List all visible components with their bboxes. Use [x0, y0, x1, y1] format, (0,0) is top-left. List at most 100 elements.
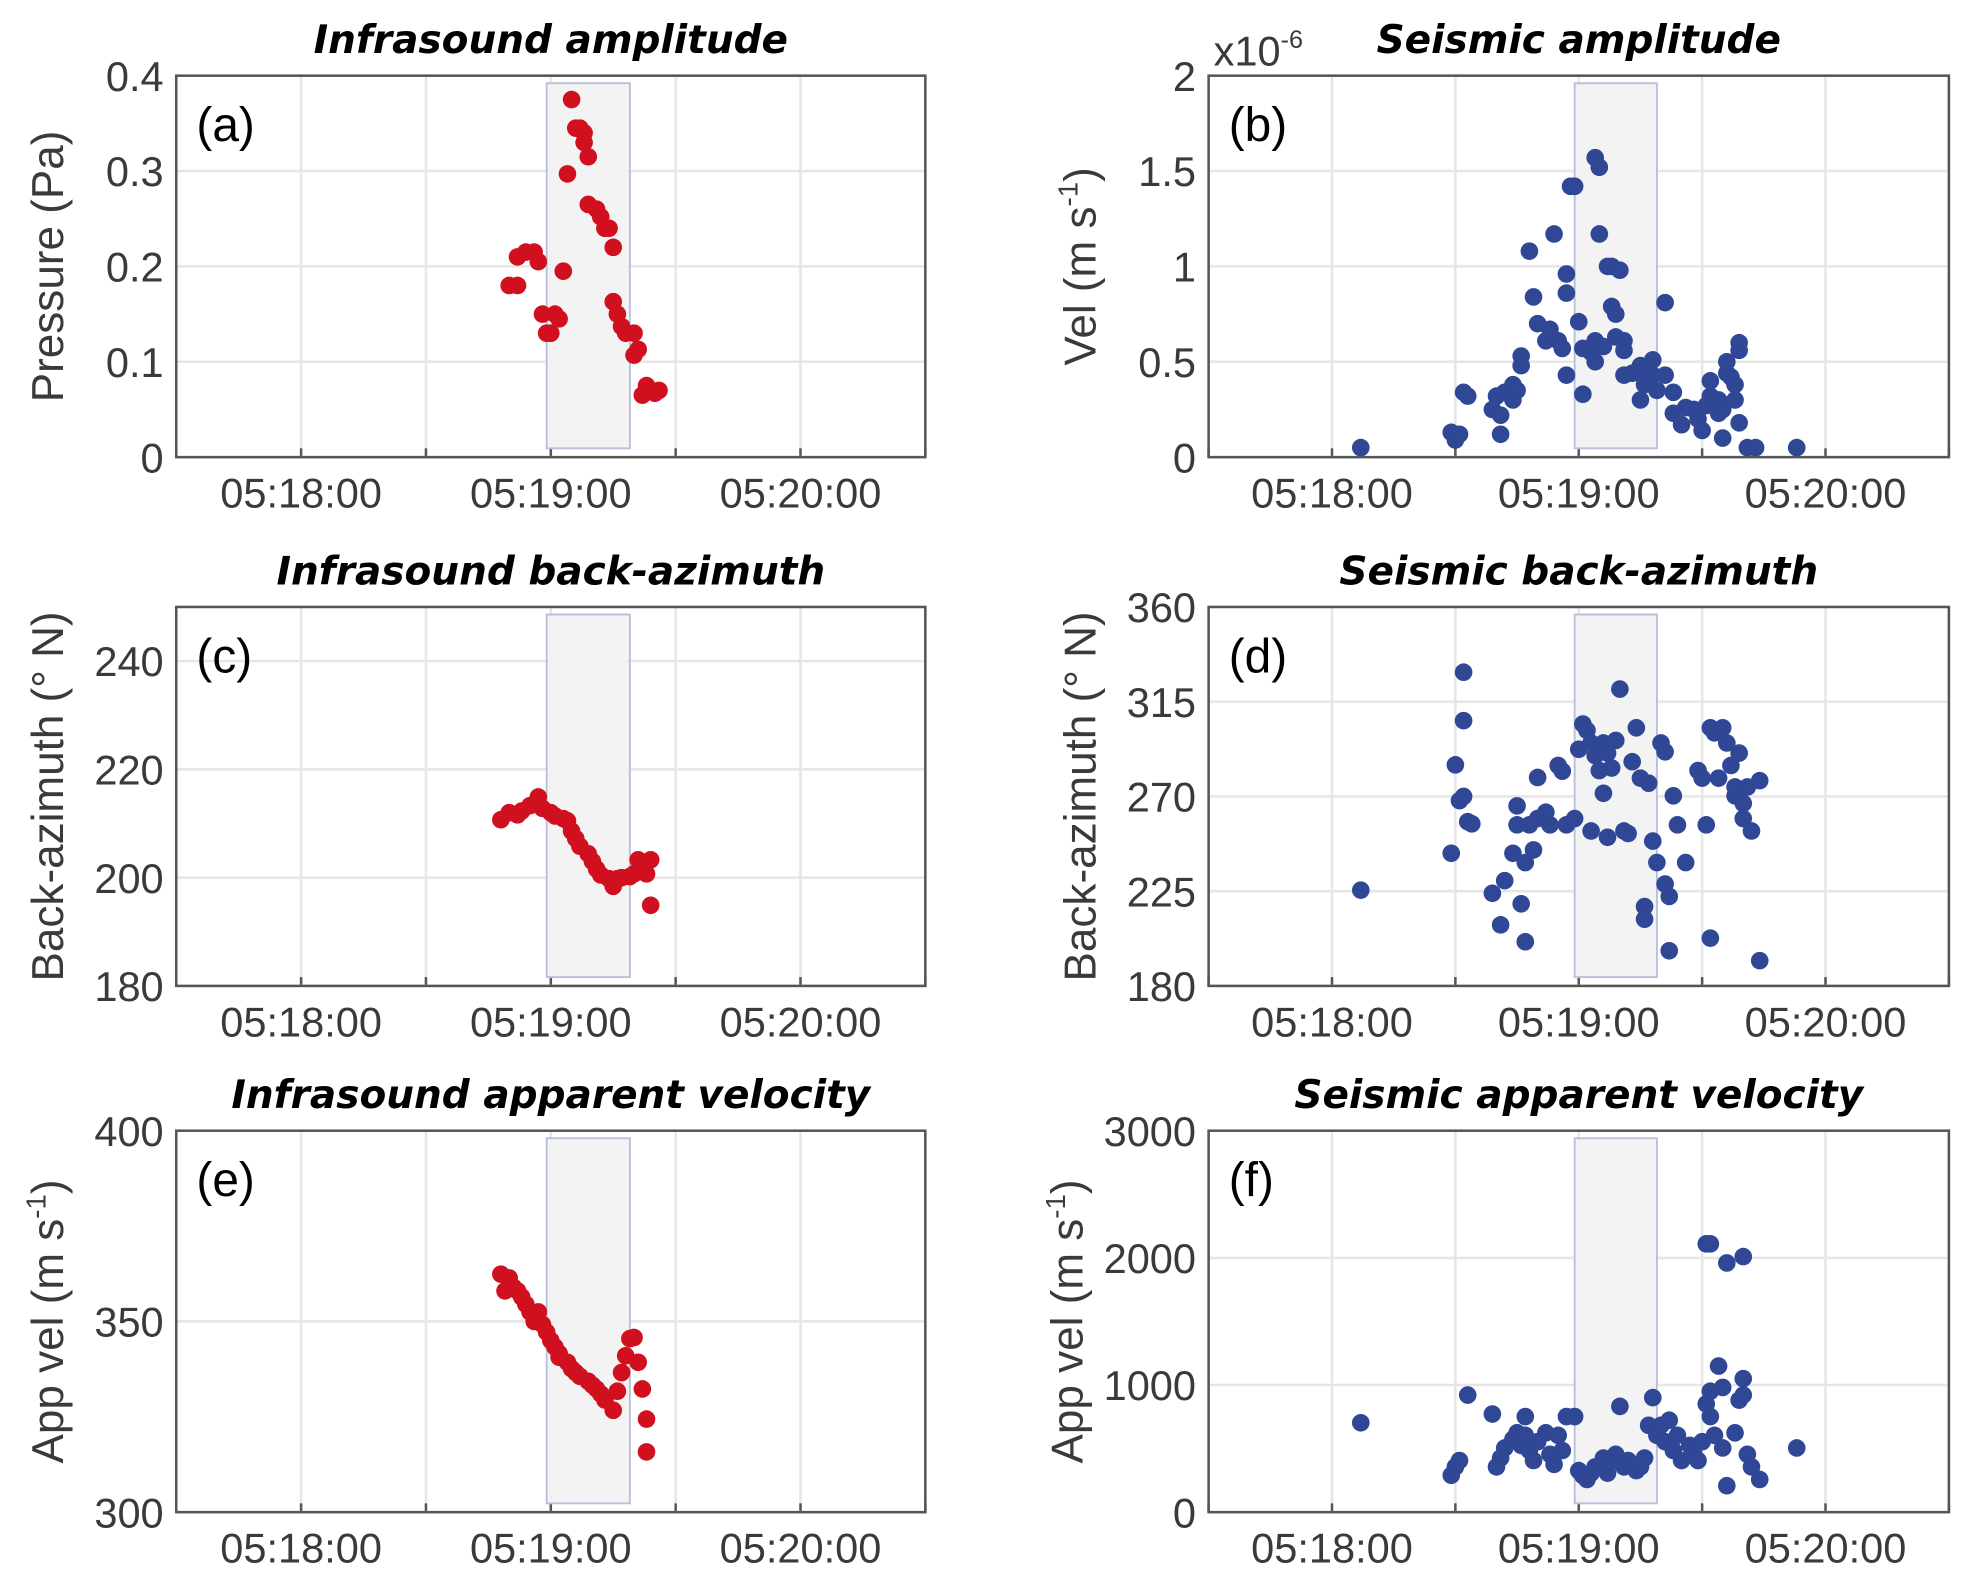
- data-point: [1713, 1378, 1732, 1397]
- data-point: [1730, 744, 1748, 762]
- panel-d: 05:18:00 05:19:00 05:20:00 180 225 270 315 360 S…: [1056, 549, 1951, 1045]
- panel-a: 05:18:00 05:19:00 05:20:00 0 0.1 0.2 0.3 0.4 Inf…: [24, 18, 927, 517]
- data-point: [1713, 1439, 1732, 1457]
- x-tick-label: 05:18:00: [220, 470, 382, 517]
- x-tick-label: 05:20:00: [720, 470, 882, 517]
- x-tick-label: 05:19:00: [470, 998, 632, 1045]
- y-tick-label: 0.4: [106, 53, 164, 100]
- panel-f: 05:18:00 05:19:00 05:20:00 0 1000 2000 3000 Sei…: [1040, 1073, 1951, 1572]
- data-point: [1491, 425, 1510, 444]
- data-point: [641, 896, 660, 915]
- data-point: [1660, 887, 1679, 906]
- y-multiplier-base: x10: [1214, 28, 1281, 75]
- data-point: [1722, 756, 1740, 775]
- data-point: [1512, 356, 1530, 375]
- chart-title: Infrasound amplitude: [314, 18, 788, 63]
- data-point: [1656, 366, 1674, 384]
- x-tick-label: 05:18:00: [220, 998, 382, 1045]
- data-point: [1557, 284, 1576, 302]
- data-point: [533, 305, 552, 323]
- panel-label: (f): [1229, 1154, 1274, 1207]
- data-point: [562, 90, 581, 109]
- x-tick-label: 05:19:00: [1498, 1525, 1660, 1572]
- data-point: [1553, 339, 1572, 358]
- y-axis-label: Vel (m s-1): [1053, 167, 1106, 365]
- y-tick-label: 0.5: [1138, 339, 1196, 386]
- data-point: [1750, 951, 1769, 970]
- data-point: [1693, 769, 1711, 787]
- data-point: [1623, 752, 1642, 771]
- data-point: [1656, 293, 1674, 312]
- chart-title: Seismic back-azimuth: [1339, 549, 1818, 594]
- data-point: [1668, 1426, 1687, 1445]
- data-point: [1734, 1386, 1753, 1404]
- chart-title: Infrasound apparent velocity: [231, 1073, 871, 1118]
- data-point: [1734, 1247, 1753, 1266]
- data-point: [1483, 884, 1502, 903]
- highlight-window: [545, 613, 631, 979]
- x-tick-label: 05:19:00: [1498, 470, 1660, 517]
- data-point: [1643, 351, 1662, 369]
- data-point: [1491, 916, 1510, 934]
- data-point: [1676, 853, 1695, 872]
- data-point: [1545, 1455, 1563, 1474]
- panel-label: (b): [1229, 99, 1287, 152]
- panel-label: (d): [1229, 630, 1287, 683]
- x-tick-label: 05:20:00: [720, 1525, 882, 1572]
- y-tick-label: 3000: [1104, 1108, 1196, 1155]
- y-tick-label: 1.5: [1138, 148, 1196, 195]
- axes-box: [174, 74, 927, 459]
- data-point: [1594, 337, 1613, 356]
- data-point: [1569, 312, 1588, 331]
- data-point: [1639, 774, 1658, 792]
- data-point: [1351, 881, 1370, 899]
- data-point: [541, 324, 560, 342]
- data-point: [1689, 1451, 1707, 1470]
- panel-label: (a): [196, 99, 254, 152]
- data-point: [1660, 1411, 1679, 1430]
- y-axis-label-end: ): [1044, 1179, 1093, 1194]
- panel-e: 05:18:00 05:19:00 05:20:00 300 350 400 Infraso…: [20, 1073, 927, 1572]
- data-point: [1643, 832, 1662, 850]
- y-axis-label-text: Back-azimuth (° N): [24, 611, 73, 981]
- highlight-window: [545, 1137, 631, 1505]
- data-point: [1787, 1439, 1806, 1457]
- data-point: [1557, 366, 1576, 384]
- data-point: [1565, 809, 1584, 828]
- data-point: [1574, 385, 1592, 404]
- panel-c: 05:18:00 05:19:00 05:20:00 180 200 220 240 Infr…: [24, 549, 927, 1045]
- y-tick-label: 0: [1173, 1489, 1196, 1536]
- y-axis-label: Back-azimuth (° N): [24, 611, 73, 981]
- data-point: [1734, 1369, 1753, 1388]
- y-tick-label: 225: [1127, 868, 1196, 915]
- axes-box: [1207, 74, 1951, 459]
- y-tick-label: 360: [1127, 584, 1196, 631]
- data-point: [1508, 381, 1526, 400]
- y-axis-label: Pressure (Pa): [24, 131, 73, 403]
- data-point: [1742, 822, 1761, 840]
- data-point: [612, 1363, 631, 1382]
- data-point: [629, 340, 648, 359]
- data-point: [641, 850, 660, 869]
- data-point: [1672, 415, 1691, 434]
- data-point: [1512, 894, 1530, 913]
- data-point: [608, 1382, 627, 1401]
- data-point: [637, 1443, 656, 1461]
- data-point: [1701, 1235, 1720, 1253]
- data-point: [637, 1410, 656, 1428]
- data-point: [1726, 391, 1744, 409]
- data-point: [550, 310, 568, 328]
- data-point: [650, 381, 668, 400]
- data-point: [1697, 816, 1716, 834]
- data-point: [508, 276, 527, 295]
- data-point: [1565, 1407, 1584, 1426]
- y-axis-label-superscript: -1: [1040, 1194, 1071, 1219]
- y-axis-label: App vel (m s-1): [20, 1179, 73, 1463]
- y-tick-label: 1: [1173, 244, 1196, 291]
- data-point: [625, 324, 643, 342]
- data-point: [1660, 941, 1679, 960]
- panel-label: (e): [196, 1154, 254, 1207]
- x-tick-label: 05:20:00: [720, 998, 882, 1045]
- y-multiplier: x10-6: [1214, 26, 1303, 75]
- data-point: [1726, 778, 1744, 796]
